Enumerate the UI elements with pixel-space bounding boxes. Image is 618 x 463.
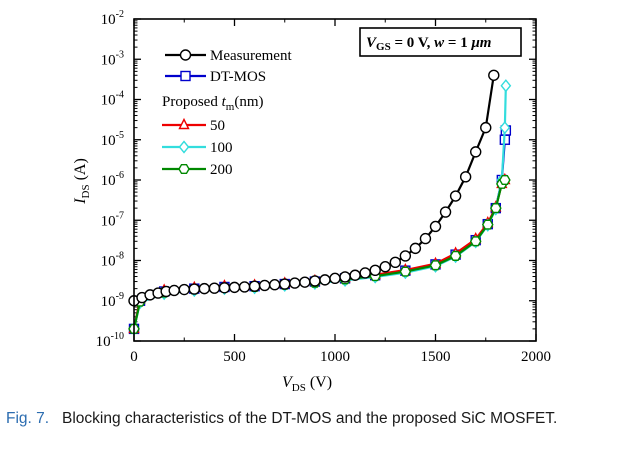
data-point	[429, 260, 442, 271]
data-point	[399, 266, 412, 277]
caption-text: Blocking characteristics of the DT-MOS a…	[62, 410, 558, 427]
data-point	[208, 282, 221, 294]
y-tick-label: 10-5	[101, 130, 124, 149]
data-point	[289, 277, 301, 289]
y-axis-label: IDS (A)	[72, 158, 92, 205]
data-point	[258, 279, 271, 292]
data-point	[389, 256, 401, 269]
legend-marker	[178, 163, 190, 175]
data-point	[269, 279, 281, 291]
data-point	[480, 121, 492, 134]
data-point	[319, 274, 331, 286]
data-point	[449, 250, 462, 261]
data-point	[488, 69, 500, 81]
data-point	[218, 282, 231, 294]
data-point	[349, 269, 361, 281]
legend-marker	[179, 49, 192, 61]
data-point	[469, 236, 482, 247]
annotation-box	[359, 27, 522, 57]
y-tick-label: 10-6	[101, 170, 124, 189]
caption-label: Fig. 7.	[6, 410, 50, 427]
data-point	[489, 203, 502, 214]
legend: Measurement DT-MOS 50 100 200	[162, 48, 292, 178]
legend-entry: 200	[162, 162, 233, 178]
x-tick-label: 500	[223, 349, 246, 365]
legend-entry: Measurement	[165, 48, 292, 64]
condition-annotation: VGS = 0 V, w = 1 μm	[359, 27, 522, 57]
y-tick-label: 10-4	[101, 90, 124, 109]
data-point	[459, 171, 472, 183]
data-point	[309, 275, 321, 287]
data-point	[279, 278, 291, 290]
series-100	[128, 79, 512, 336]
y-tick-labels: 10-2 10-3 10-4 10-5 10-6 10-7 10-8 10-9 10-10	[96, 9, 124, 350]
data-point	[168, 284, 180, 297]
data-point	[470, 146, 482, 158]
legend-marker	[178, 140, 190, 154]
y-tick-label: 10-9	[101, 291, 124, 310]
data-point	[369, 264, 381, 277]
legend-label: 50	[210, 118, 225, 134]
data-point	[500, 79, 512, 93]
data-point	[329, 272, 341, 285]
legend-entry: 100	[162, 140, 233, 156]
data-point	[299, 276, 311, 288]
legend-entry: 50	[162, 117, 225, 134]
y-tick-label: 10-8	[101, 251, 124, 270]
legend-label: 200	[210, 162, 233, 178]
y-tick-label: 10-7	[101, 210, 124, 229]
legend-label: 100	[210, 140, 233, 156]
data-point	[399, 250, 412, 262]
legend-marker	[180, 70, 191, 82]
data-point	[248, 280, 261, 292]
data-point	[409, 242, 422, 255]
annotation-text: VGS = 0 V, w = 1 μm	[366, 35, 491, 53]
y-tick-label: 10-2	[101, 9, 124, 28]
data-point	[228, 281, 241, 294]
data-point	[419, 232, 432, 245]
x-tick-label: 2000	[521, 349, 551, 365]
legend-heading: Proposed tm(nm)	[162, 94, 264, 113]
data-point	[379, 261, 391, 273]
legend-label: DT-MOS	[210, 69, 266, 85]
plot-frame	[133, 18, 537, 342]
data-point	[178, 283, 190, 296]
data-point	[359, 267, 371, 279]
data-series	[128, 69, 512, 336]
x-tick-label: 0	[130, 349, 138, 365]
series-line	[132, 130, 507, 330]
legend-marker	[178, 117, 190, 130]
data-point	[481, 219, 494, 230]
data-point	[429, 220, 442, 233]
series-line	[132, 179, 506, 330]
figure-caption: Fig. 7. Blocking characteristics of the …	[6, 409, 614, 429]
data-point	[238, 281, 251, 293]
data-point	[339, 271, 351, 283]
y-tick-label: 10-10	[96, 331, 124, 350]
series-line	[132, 179, 506, 330]
data-point	[499, 174, 511, 186]
x-axis-label: VDS (V)	[282, 374, 332, 394]
legend-label: Measurement	[210, 48, 292, 64]
data-point	[449, 190, 462, 202]
series-dt-mos	[128, 125, 512, 335]
x-tick-label: 1500	[421, 349, 451, 365]
y-tick-label: 10-3	[101, 49, 124, 68]
legend-entry: DT-MOS	[165, 69, 266, 85]
data-point	[499, 121, 511, 135]
data-point	[439, 206, 452, 218]
data-point	[188, 283, 201, 295]
x-tick-label: 1000	[320, 349, 350, 365]
x-tick-labels: 0 500 1000 1500 2000	[130, 349, 551, 365]
data-point	[198, 282, 211, 295]
